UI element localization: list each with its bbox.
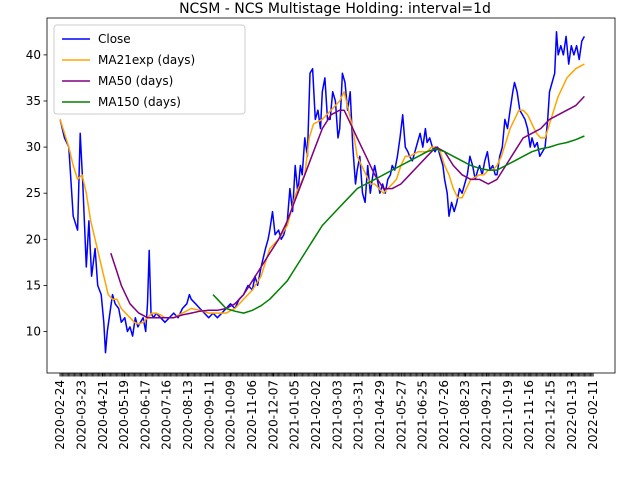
legend-box bbox=[53, 24, 246, 115]
x-tick-label: 2021-07-26 bbox=[437, 380, 451, 450]
x-tick-label: 2021-03-31 bbox=[352, 380, 366, 450]
legend-label: Close bbox=[98, 32, 131, 46]
x-tick-label: 2020-04-21 bbox=[96, 380, 110, 450]
y-tick-label: 40 bbox=[26, 48, 41, 62]
chart-title: NCSM - NCS Multistage Holding: interval=… bbox=[179, 1, 491, 17]
x-tick-label: 2020-02-24 bbox=[53, 380, 67, 450]
series-layer bbox=[59, 31, 586, 354]
x-tick-label: 2021-08-23 bbox=[458, 380, 472, 450]
x-tick-label: 2020-09-11 bbox=[202, 380, 216, 450]
x-tick-label: 2021-05-27 bbox=[394, 380, 408, 450]
legend: Close MA21exp (days) MA50 (days) MA150 (day… bbox=[53, 24, 246, 115]
x-tick-label: 2020-03-23 bbox=[74, 380, 88, 450]
series-line-ma50-days bbox=[110, 95, 585, 319]
x-tick-label: 2021-03-03 bbox=[330, 380, 344, 450]
y-tick-label: 10 bbox=[26, 325, 41, 339]
axes-layer: 10 15 20 25 30 35 40 2020-02-24 2020-03-23 2020-0… bbox=[26, 17, 616, 450]
series-line-ma150-days bbox=[212, 135, 585, 314]
x-tick-label: 2020-10-09 bbox=[224, 380, 238, 450]
y-tick-label: 15 bbox=[26, 278, 41, 292]
legend-label: MA21exp (days) bbox=[98, 53, 195, 67]
series-line-ma21exp-days bbox=[59, 63, 585, 325]
x-tick-label: 2021-01-05 bbox=[288, 380, 302, 450]
x-tick-label: 2020-08-13 bbox=[181, 380, 195, 450]
y-tick-label: 20 bbox=[26, 232, 41, 246]
x-tick-label: 2021-12-15 bbox=[544, 380, 558, 450]
x-tick-label: 2021-02-02 bbox=[309, 380, 323, 450]
x-tick-label: 2021-10-19 bbox=[501, 380, 515, 450]
x-tick-label: 2020-06-17 bbox=[138, 380, 152, 450]
x-tick-label: 2021-06-25 bbox=[416, 380, 430, 450]
y-tick-label: 35 bbox=[26, 94, 41, 108]
x-tick-label: 2022-02-11 bbox=[586, 380, 600, 450]
x-tick-label: 2020-07-16 bbox=[160, 380, 174, 450]
x-tick-label: 2021-11-16 bbox=[522, 380, 536, 450]
x-tick-label: 2021-09-21 bbox=[480, 380, 494, 450]
legend-label: MA150 (days) bbox=[98, 95, 181, 109]
x-tick-label: 2020-11-06 bbox=[245, 380, 259, 450]
legend-label: MA50 (days) bbox=[98, 74, 173, 88]
y-tick-label: 25 bbox=[26, 186, 41, 200]
series-line-close bbox=[59, 31, 586, 354]
y-tick-label: 30 bbox=[26, 140, 41, 154]
x-tick-label: 2021-04-29 bbox=[373, 380, 387, 450]
x-tick-label: 2020-05-19 bbox=[117, 380, 131, 450]
x-tick-label: 2020-12-07 bbox=[266, 380, 280, 450]
x-tick-label: 2022-01-13 bbox=[565, 380, 579, 450]
